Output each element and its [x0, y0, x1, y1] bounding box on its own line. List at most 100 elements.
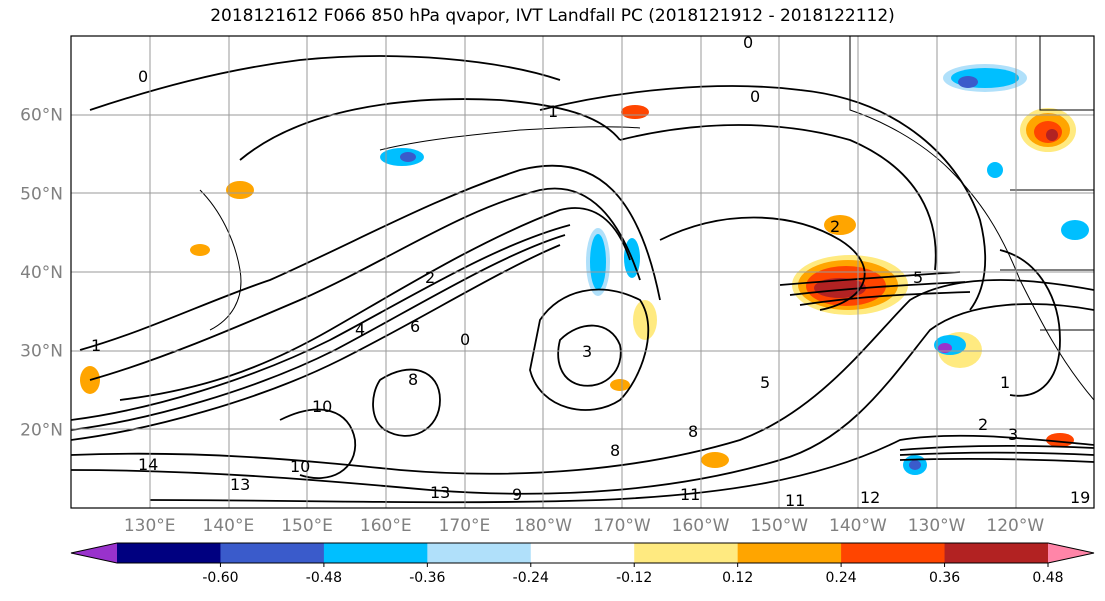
contour-label: 0 — [138, 67, 148, 86]
longitude-label: 170°W — [593, 516, 651, 536]
latitude-label: 30°N — [20, 342, 63, 362]
latitude-label: 50°N — [20, 184, 63, 204]
colorbar-tick-label: -0.60 — [202, 570, 238, 586]
contour-line — [89, 55, 561, 111]
contour-label: 8 — [688, 422, 698, 441]
contour-label: 10 — [290, 457, 310, 476]
aleutian-coast — [379, 126, 641, 151]
colorbar-tick-label: 0.24 — [826, 570, 857, 586]
graticule — [71, 36, 1094, 508]
colorbar-tick-label: -0.24 — [513, 570, 549, 586]
contour-line — [71, 234, 566, 431]
longitude-label: 140°E — [203, 516, 255, 536]
contour-line — [149, 434, 1094, 504]
contour-line — [789, 281, 966, 296]
positive-anomaly-gulf-of-alaska — [792, 255, 908, 315]
negative-anomaly-canada — [943, 64, 1027, 92]
contour-label: 13 — [430, 483, 450, 502]
positive-anomaly-japan — [226, 181, 254, 199]
colorbar-ticks: -0.60 -0.48 -0.36 -0.24 -0.12 0.12 0.24 0.36 0.4… — [202, 563, 1064, 586]
contour-line — [71, 303, 1094, 495]
contour-line — [89, 187, 641, 381]
contour-label: 19 — [1070, 488, 1090, 507]
colorbar-bin — [323, 543, 428, 563]
colorbar-bin — [530, 543, 635, 563]
longitude-label: 150°W — [750, 516, 808, 536]
contour-label: 10 — [312, 397, 332, 416]
contour-label: 5 — [760, 373, 770, 392]
contour-label: 1 — [1000, 373, 1010, 392]
contour-label: 12 — [860, 488, 880, 507]
colorbar — [70, 542, 1095, 564]
colorbar-extend-low — [71, 543, 117, 563]
contour-line — [529, 288, 650, 411]
longitude-labels: 130°E 140°E 150°E 160°E 170°E 180°W 170°W 160°W… — [124, 516, 1045, 536]
contour-label: 9 — [512, 485, 522, 504]
latitude-label: 40°N — [20, 263, 63, 283]
contour-label: 2 — [830, 217, 840, 236]
longitude-label: 130°W — [908, 516, 966, 536]
contour-label: 0 — [750, 87, 760, 106]
plot-title: 2018121612 F066 850 hPa qvapor, IVT Land… — [210, 6, 895, 26]
contour-label: 5 — [913, 268, 923, 287]
contour-line — [899, 445, 1094, 451]
contour-label: 11 — [785, 491, 805, 510]
contour-line — [239, 98, 621, 161]
colorbar-bin — [944, 543, 1049, 563]
contour-label: 13 — [230, 475, 250, 494]
positive-anomaly-mid — [633, 300, 657, 340]
contour-line — [799, 291, 971, 306]
contour-line — [79, 164, 661, 351]
contour-line — [279, 408, 356, 479]
contour-label: 1 — [91, 336, 101, 355]
colorbar-tick-label: -0.48 — [306, 570, 342, 586]
colorbar-bin — [427, 543, 532, 563]
contour-labels: 1 1 1 2 2 2 4 6 8 8 8 9 10 10 11 11 12 1… — [91, 33, 1090, 510]
contour-label: 3 — [582, 342, 592, 361]
anomaly-fills — [80, 64, 1089, 475]
negative-anomaly-coast-2 — [987, 162, 1003, 178]
positive-anomaly-central — [610, 379, 630, 391]
contour-line — [619, 124, 937, 271]
contour-label: 2 — [425, 268, 435, 287]
contour-line — [899, 451, 1094, 456]
negative-anomaly-coast — [1061, 220, 1089, 240]
colorbar-tick-label: -0.36 — [409, 570, 445, 586]
contour-line — [557, 324, 622, 387]
negative-anomaly-bering — [380, 148, 424, 166]
colorbar-bin — [737, 543, 842, 563]
longitude-label: 150°E — [281, 516, 333, 536]
canada-border — [1039, 36, 1094, 111]
colorbar-bin — [634, 543, 739, 563]
negative-anomaly-east — [934, 335, 966, 355]
longitude-label: 180°W — [514, 516, 572, 536]
contour-label: 3 — [1008, 425, 1018, 444]
positive-anomaly-south — [701, 452, 729, 468]
contour-label: 11 — [680, 485, 700, 504]
longitude-label: 130°E — [124, 516, 176, 536]
colorbar-outline — [70, 542, 1095, 564]
longitude-label: 170°E — [439, 516, 491, 536]
longitude-label: 120°W — [986, 516, 1044, 536]
positive-anomaly-north-pacific — [824, 215, 856, 235]
contour-label: 0 — [460, 330, 470, 349]
contour-line — [372, 368, 441, 437]
latitude-labels: 60°N 50°N 40°N 30°N 20°N — [20, 106, 63, 441]
north-america-coast — [849, 36, 1094, 401]
positive-anomaly-canada — [1020, 108, 1076, 152]
contour-line — [119, 207, 631, 401]
contour-line — [899, 458, 1094, 463]
colorbar-tick-label: 0.12 — [722, 570, 753, 586]
latitude-label: 20°N — [20, 420, 63, 440]
contour-label: 6 — [410, 317, 420, 336]
negative-anomaly-south — [903, 455, 927, 475]
longitude-label: 160°E — [360, 516, 412, 536]
contour-label: 4 — [355, 320, 365, 339]
contour-label: 0 — [743, 33, 753, 52]
colorbar-bin — [220, 543, 325, 563]
contour-label: 8 — [610, 441, 620, 460]
contour-label: 14 — [138, 455, 158, 474]
colorbar-tick-label: -0.12 — [616, 570, 652, 586]
contour-label: 1 — [548, 102, 558, 121]
